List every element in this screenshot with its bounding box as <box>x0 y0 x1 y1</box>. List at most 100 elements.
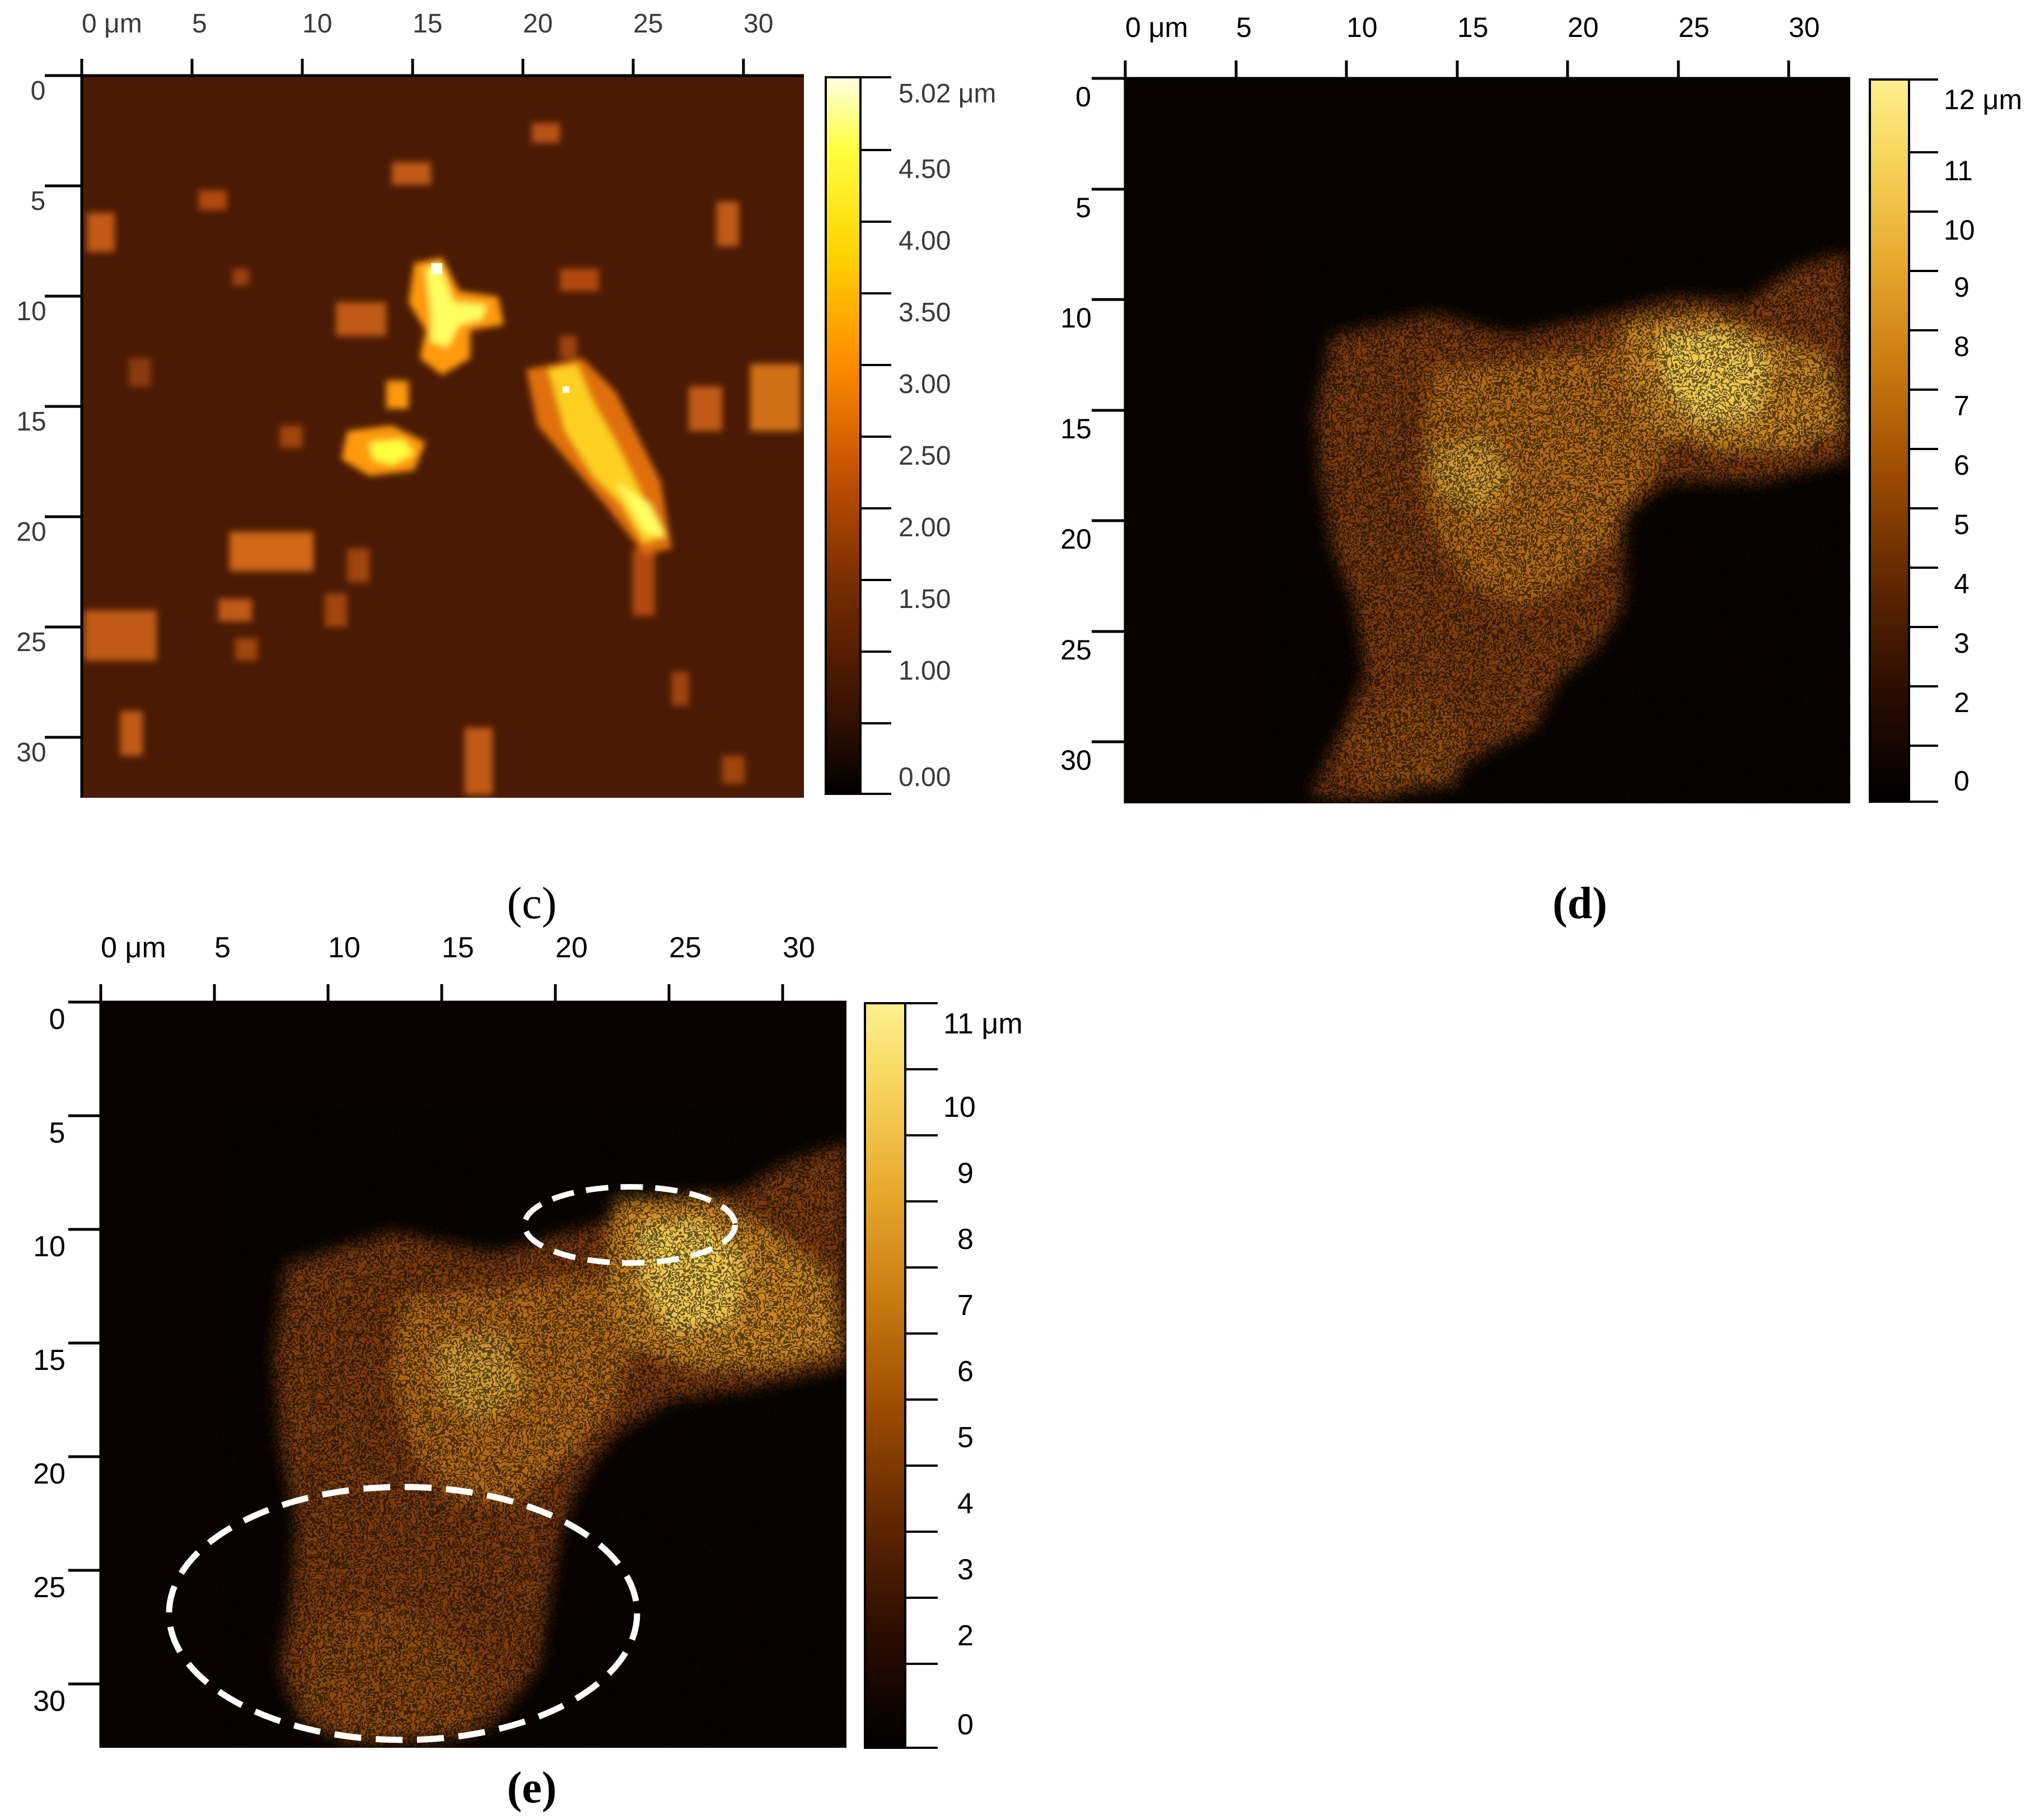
afm-height-map-e <box>101 1002 846 1748</box>
colorbar-label: 6 <box>957 1355 974 1388</box>
y-tick-label: 15 <box>1060 413 1092 445</box>
colorbar-label: 8 <box>957 1223 974 1256</box>
afm-height-map-d <box>1125 78 1850 803</box>
x-ticks-e <box>99 984 784 1002</box>
x-tick-label: 30 <box>1789 12 1820 43</box>
x-tick-label: 5 <box>192 9 207 39</box>
x-tick-label: 15 <box>442 932 474 964</box>
colorbar-label: 4.00 <box>899 226 951 256</box>
y-tick-label: 5 <box>1075 192 1091 223</box>
panel-caption-e: (e) <box>507 1763 557 1813</box>
y-ticks-c <box>45 74 82 739</box>
colorbar-label: 4 <box>957 1487 974 1520</box>
colorbar-label: 0 <box>1954 765 1969 797</box>
y-tick-label: 0 <box>1075 81 1091 113</box>
y-tick-label: 30 <box>1060 745 1092 776</box>
y-tick-label: 10 <box>1060 302 1092 334</box>
colorbar-label: 2 <box>1954 687 1969 718</box>
x-tick-label: 25 <box>633 9 663 39</box>
colorbar-label: 9 <box>957 1157 974 1190</box>
colorbar-label: 3 <box>1954 628 1969 659</box>
y-tick-label: 20 <box>16 517 46 547</box>
colorbar-label: 6 <box>1954 450 1969 481</box>
colorbar-label: 4.50 <box>899 155 951 184</box>
axes-e <box>99 1000 846 1748</box>
colorbar-label: 8 <box>1954 331 1969 362</box>
x-tick-label: 25 <box>669 932 701 964</box>
y-tick-label: 30 <box>33 1685 66 1718</box>
colorbar-label: 2.00 <box>899 513 951 542</box>
x-tick-label: 30 <box>743 9 773 39</box>
x-tick-labels-e: 0 μm 5 10 15 20 25 30 <box>101 932 815 964</box>
y-tick-label: 20 <box>1060 523 1092 555</box>
y-tick-labels-d: 0 5 10 15 20 25 30 <box>1060 81 1092 776</box>
y-tick-labels-c: 0 5 10 15 20 25 30 <box>16 76 46 768</box>
y-tick-labels-e: 0 5 10 15 20 25 30 <box>33 1003 66 1718</box>
colorbar-label: 11 <box>1944 155 1973 186</box>
colorbar-label: 7 <box>1954 390 1969 422</box>
y-tick-label: 25 <box>33 1571 66 1604</box>
panel-c: 0 μm 5 10 15 20 25 30 0 5 10 15 20 25 30 <box>16 9 996 928</box>
y-ticks-d <box>1092 77 1125 743</box>
x-tick-label: 0 μm <box>101 932 166 964</box>
colorbar-label: 5.02 μm <box>899 79 996 109</box>
colorbar-label: 0.00 <box>899 762 951 792</box>
panel-caption-d: (d) <box>1552 879 1607 928</box>
x-tick-label: 5 <box>214 932 231 964</box>
colorbar-gradient-d <box>1869 78 1910 803</box>
colorbar-label: 12 μm <box>1944 84 2022 115</box>
x-tick-label: 20 <box>523 9 553 39</box>
x-tick-label: 5 <box>1236 12 1252 43</box>
colorbar-label: 2 <box>957 1620 974 1652</box>
texture-noise-d <box>1310 291 1850 803</box>
colorbar-c: 5.02 μm 4.50 4.00 3.50 3.00 2.50 2.00 1.… <box>825 76 996 795</box>
annotation-ellipse-lower <box>166 1484 640 1743</box>
colorbar-d: 12 μm 11 10 9 8 7 6 5 4 3 2 0 <box>1869 78 2022 803</box>
x-tick-label: 15 <box>413 9 442 39</box>
colorbar-e: 11 μm 10 9 8 7 6 5 4 3 2 0 <box>864 1002 1023 1749</box>
colorbar-label: 5 <box>957 1421 974 1454</box>
colorbar-label: 11 μm <box>943 1008 1023 1040</box>
x-tick-label: 10 <box>328 932 361 964</box>
x-tick-label: 10 <box>1346 12 1378 43</box>
colorbar-label: 1.50 <box>899 584 951 614</box>
x-tick-label: 15 <box>1457 12 1489 43</box>
colorbar-label: 7 <box>957 1289 974 1322</box>
x-tick-label: 30 <box>783 932 815 964</box>
x-tick-label: 0 μm <box>82 9 142 39</box>
x-tick-label: 10 <box>302 9 332 39</box>
y-tick-label: 0 <box>31 76 46 106</box>
y-tick-label: 25 <box>16 628 46 657</box>
colorbar-label: 3.00 <box>899 369 951 399</box>
colorbar-gradient-c <box>825 76 862 795</box>
colorbar-gradient-e <box>864 1002 906 1749</box>
colorbar-label: 4 <box>1954 568 1969 600</box>
panel-e: 0 μm 5 10 15 20 25 30 0 5 10 15 20 25 30 <box>33 932 1023 1813</box>
y-tick-label: 30 <box>16 738 46 768</box>
panel-caption-c: (c) <box>507 879 557 928</box>
y-tick-label: 15 <box>33 1344 66 1377</box>
y-ticks-e <box>68 1000 101 1686</box>
afm-height-map-c <box>82 76 804 798</box>
y-tick-label: 5 <box>49 1117 66 1149</box>
annotation-ellipse-upper <box>522 1184 738 1266</box>
colorbar-label: 3.50 <box>899 298 951 327</box>
y-tick-label: 25 <box>1060 634 1092 666</box>
x-ticks-d <box>1124 60 1790 78</box>
texture-noise-e <box>274 1164 846 1748</box>
x-tick-label: 20 <box>1568 12 1599 43</box>
x-tick-label: 20 <box>555 932 588 964</box>
colorbar-label: 10 <box>943 1091 976 1124</box>
x-tick-labels-d: 0 μm 5 10 15 20 25 30 <box>1125 12 1820 43</box>
colorbar-label: 2.50 <box>899 441 951 471</box>
colorbar-label: 1.00 <box>899 656 951 686</box>
y-tick-label: 0 <box>49 1003 66 1036</box>
y-tick-label: 15 <box>16 407 46 437</box>
axes-c <box>80 74 804 798</box>
panel-d: 0 μm 5 10 15 20 25 30 0 5 10 15 20 25 30 <box>1060 12 2022 928</box>
colorbar-label: 9 <box>1954 272 1969 303</box>
y-tick-label: 10 <box>16 297 46 326</box>
x-tick-labels-c: 0 μm 5 10 15 20 25 30 <box>82 9 773 39</box>
colorbar-label: 3 <box>957 1554 974 1586</box>
